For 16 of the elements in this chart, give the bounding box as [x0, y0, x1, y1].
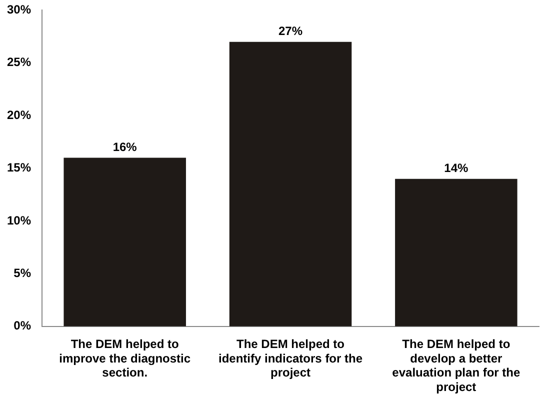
- y-tick-label: 5%: [14, 266, 32, 280]
- y-tick-label: 0%: [14, 318, 32, 333]
- bar: [64, 158, 186, 326]
- data-label: 27%: [278, 24, 303, 38]
- y-tick-label: 10%: [6, 213, 32, 228]
- data-label: 14%: [444, 161, 468, 176]
- x-tick-label: The DEM helped to improve the diagnostic section.: [59, 336, 191, 380]
- bar: [395, 178, 518, 326]
- y-tick-label: 20%: [6, 108, 32, 122]
- data-label: 16%: [112, 140, 138, 154]
- y-tick-label: 15%: [6, 160, 32, 175]
- y-tick-label: 30%: [6, 2, 32, 17]
- y-tick-label: 25%: [6, 55, 32, 70]
- x-tick-label: The DEM helped to develop a better evaluation plan for the project: [392, 336, 521, 394]
- bar: [229, 42, 352, 326]
- x-tick-label: The DEM helped to identify indicators for the project: [218, 336, 363, 380]
